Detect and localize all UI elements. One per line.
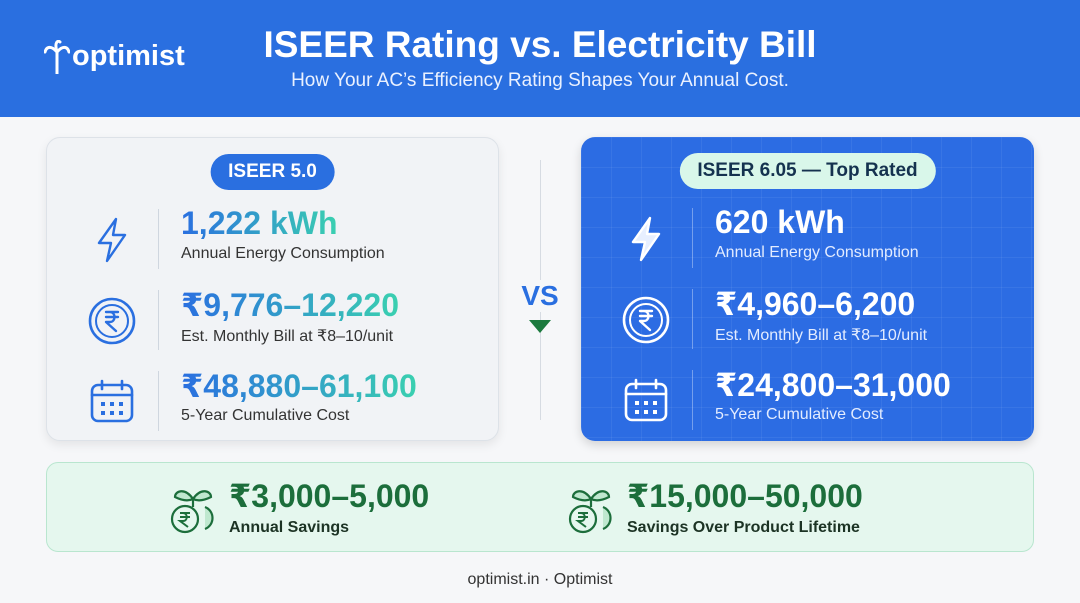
card: ISEER 6.05 — Top Rated 620 kWh Annual Ener…	[581, 137, 1034, 441]
icon	[87, 377, 137, 427]
header: optimist ISEER Rating vs. Electricity Bi…	[0, 0, 1080, 117]
savings-value: ₹3,000–5,000	[229, 478, 430, 514]
metric-label: Est. Monthly Bill at ₹8–10/unit	[181, 328, 394, 345]
metric-row: ₹9,776–12,220 Est. Monthly Bill at ₹8–10/…	[47, 286, 500, 356]
metric-value: ₹4,960–6,200	[715, 286, 916, 322]
metric-value: 1,222 kWh	[181, 205, 338, 241]
metric-label: 5-Year Cumulative Cost	[715, 406, 884, 423]
metric-label: Annual Energy Consumption	[181, 245, 385, 262]
logo: optimist	[72, 40, 185, 72]
metric-row: 1,222 kWh Annual Energy Consumption	[47, 205, 500, 275]
logo-icon	[44, 40, 70, 74]
badge: ISEER 5.0	[210, 154, 335, 190]
icon	[621, 376, 671, 426]
card: ISEER 5.0 1,222 kWh Annual Energy Consumpt…	[46, 137, 499, 441]
separator	[692, 208, 693, 268]
versus: VS	[510, 280, 570, 312]
separator	[692, 289, 693, 349]
separator	[158, 371, 159, 431]
icon	[621, 214, 671, 264]
savings-label: Savings Over Product Lifetime	[627, 519, 860, 536]
subtitle: How Your AC’s Efficiency Rating Shapes Y…	[291, 70, 789, 91]
metric-row: ₹48,880–61,100 5-Year Cumulative Cost	[47, 367, 500, 437]
metric-row: ₹24,800–31,000 5-Year Cumulative Cost	[581, 366, 1034, 436]
savings-panel: ₹3,000–5,000 Annual Savings ₹15,000–50,000…	[46, 462, 1034, 552]
icon	[87, 296, 137, 346]
separator	[158, 290, 159, 350]
icon	[87, 215, 137, 265]
metric-value: ₹24,800–31,000	[715, 367, 951, 403]
arrow	[529, 320, 551, 333]
metric-label: Est. Monthly Bill at ₹8–10/unit	[715, 327, 928, 344]
savings-icon	[567, 485, 615, 540]
metric-value: 620 kWh	[715, 204, 845, 240]
footer: optimist.in · Optimist	[467, 571, 613, 588]
savings-label: Annual Savings	[229, 519, 350, 536]
metric-label: 5-Year Cumulative Cost	[181, 407, 350, 424]
metric-row: 620 kWh Annual Energy Consumption	[581, 204, 1034, 274]
title: ISEER Rating vs. Electricity Bill	[263, 24, 817, 65]
icon	[621, 295, 671, 345]
badge: ISEER 6.05 — Top Rated	[679, 153, 936, 189]
savings-value: ₹15,000–50,000	[627, 478, 863, 514]
separator	[692, 370, 693, 430]
metric-value: ₹9,776–12,220	[181, 287, 400, 323]
metric-row: ₹4,960–6,200 Est. Monthly Bill at ₹8–10/u…	[581, 285, 1034, 355]
metric-value: ₹48,880–61,100	[181, 368, 417, 404]
savings-icon	[169, 485, 217, 540]
metric-label: Annual Energy Consumption	[715, 244, 919, 261]
separator	[158, 209, 159, 269]
